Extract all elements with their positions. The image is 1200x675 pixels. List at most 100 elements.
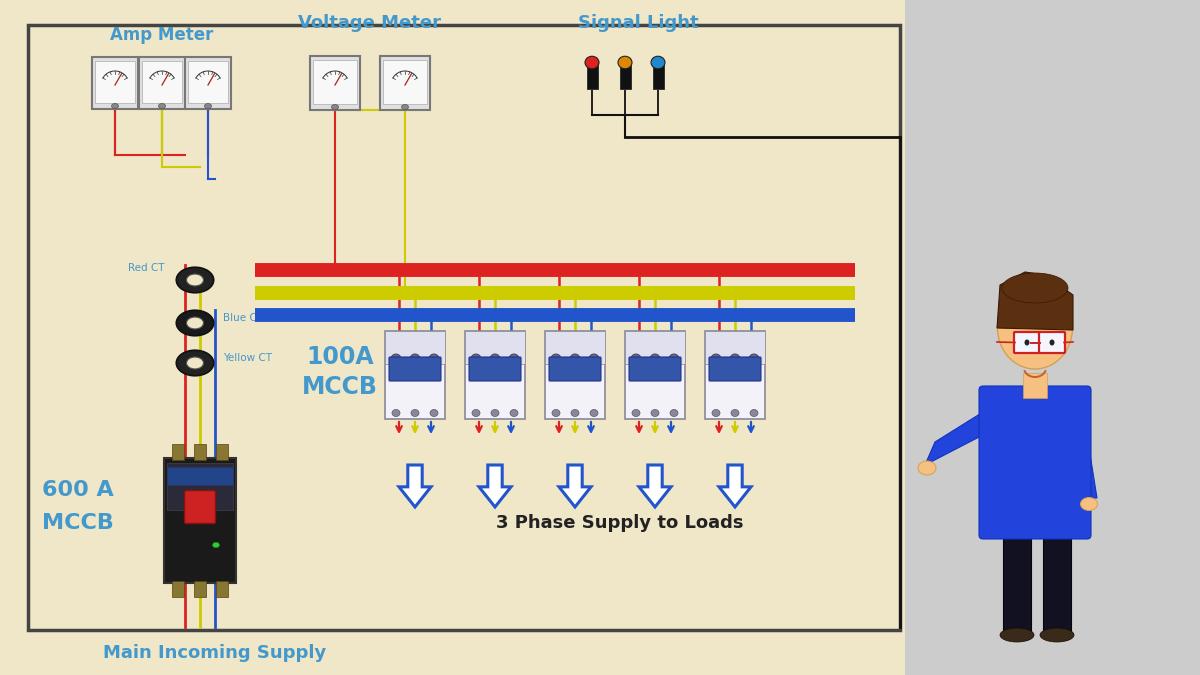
FancyBboxPatch shape bbox=[194, 443, 206, 460]
FancyBboxPatch shape bbox=[1039, 332, 1066, 353]
FancyBboxPatch shape bbox=[167, 467, 233, 485]
FancyBboxPatch shape bbox=[380, 56, 430, 110]
Ellipse shape bbox=[1040, 628, 1074, 642]
FancyBboxPatch shape bbox=[164, 458, 236, 583]
FancyBboxPatch shape bbox=[466, 331, 526, 364]
FancyBboxPatch shape bbox=[625, 331, 685, 364]
Ellipse shape bbox=[1000, 628, 1034, 642]
Bar bbox=[905, 0, 1200, 675]
Ellipse shape bbox=[650, 354, 660, 364]
Ellipse shape bbox=[410, 354, 420, 364]
Polygon shape bbox=[997, 272, 1073, 330]
Ellipse shape bbox=[710, 354, 721, 364]
Ellipse shape bbox=[650, 56, 665, 69]
FancyBboxPatch shape bbox=[310, 56, 360, 110]
FancyBboxPatch shape bbox=[139, 57, 185, 109]
Text: 100A: 100A bbox=[306, 345, 374, 369]
FancyBboxPatch shape bbox=[385, 331, 445, 419]
Text: 600 A: 600 A bbox=[42, 480, 114, 500]
Text: Signal Light: Signal Light bbox=[577, 14, 698, 32]
Ellipse shape bbox=[618, 56, 632, 69]
Text: Amp Meter: Amp Meter bbox=[110, 26, 214, 44]
Ellipse shape bbox=[176, 310, 214, 335]
FancyBboxPatch shape bbox=[979, 386, 1091, 539]
Ellipse shape bbox=[509, 354, 520, 364]
Ellipse shape bbox=[470, 354, 481, 364]
FancyBboxPatch shape bbox=[216, 580, 228, 597]
FancyBboxPatch shape bbox=[587, 61, 598, 89]
Polygon shape bbox=[719, 465, 751, 507]
Ellipse shape bbox=[552, 410, 560, 416]
Polygon shape bbox=[640, 465, 671, 507]
Ellipse shape bbox=[1025, 340, 1030, 346]
FancyBboxPatch shape bbox=[1043, 535, 1072, 635]
Ellipse shape bbox=[186, 274, 204, 286]
Ellipse shape bbox=[176, 350, 214, 376]
Ellipse shape bbox=[631, 354, 641, 364]
FancyBboxPatch shape bbox=[469, 357, 521, 381]
FancyBboxPatch shape bbox=[625, 331, 685, 419]
Ellipse shape bbox=[392, 410, 400, 416]
Ellipse shape bbox=[650, 410, 659, 416]
Text: Main Incoming Supply: Main Incoming Supply bbox=[103, 644, 326, 662]
Ellipse shape bbox=[112, 103, 119, 109]
FancyBboxPatch shape bbox=[653, 61, 664, 89]
Ellipse shape bbox=[391, 354, 401, 364]
Polygon shape bbox=[559, 465, 592, 507]
FancyBboxPatch shape bbox=[1003, 535, 1031, 635]
Ellipse shape bbox=[204, 103, 211, 109]
FancyBboxPatch shape bbox=[466, 331, 526, 419]
Text: 3 Phase Supply to Loads: 3 Phase Supply to Loads bbox=[497, 514, 744, 532]
Ellipse shape bbox=[490, 354, 500, 364]
Ellipse shape bbox=[750, 410, 758, 416]
FancyBboxPatch shape bbox=[185, 491, 216, 524]
Ellipse shape bbox=[589, 354, 599, 364]
Ellipse shape bbox=[586, 56, 599, 69]
FancyBboxPatch shape bbox=[545, 331, 605, 364]
Ellipse shape bbox=[212, 542, 220, 547]
FancyBboxPatch shape bbox=[185, 57, 230, 109]
Text: MCCB: MCCB bbox=[42, 513, 114, 533]
FancyBboxPatch shape bbox=[545, 331, 605, 419]
Ellipse shape bbox=[632, 410, 640, 416]
Text: MCCB: MCCB bbox=[302, 375, 378, 399]
FancyBboxPatch shape bbox=[313, 60, 358, 104]
FancyBboxPatch shape bbox=[389, 357, 442, 381]
FancyBboxPatch shape bbox=[1014, 332, 1040, 353]
Ellipse shape bbox=[1080, 497, 1098, 510]
FancyBboxPatch shape bbox=[142, 61, 182, 103]
Text: Red CT: Red CT bbox=[128, 263, 166, 273]
Ellipse shape bbox=[670, 354, 679, 364]
Ellipse shape bbox=[551, 354, 562, 364]
Ellipse shape bbox=[570, 354, 580, 364]
FancyBboxPatch shape bbox=[92, 57, 138, 109]
FancyBboxPatch shape bbox=[385, 331, 445, 364]
Ellipse shape bbox=[1050, 340, 1055, 346]
Ellipse shape bbox=[402, 105, 408, 109]
FancyBboxPatch shape bbox=[550, 357, 601, 381]
FancyBboxPatch shape bbox=[1022, 373, 1046, 398]
Polygon shape bbox=[479, 465, 511, 507]
Ellipse shape bbox=[430, 354, 439, 364]
FancyBboxPatch shape bbox=[706, 331, 766, 364]
Text: Voltage Meter: Voltage Meter bbox=[299, 14, 442, 32]
FancyBboxPatch shape bbox=[188, 61, 228, 103]
Ellipse shape bbox=[918, 461, 936, 475]
FancyBboxPatch shape bbox=[706, 331, 766, 419]
Ellipse shape bbox=[186, 357, 204, 369]
FancyBboxPatch shape bbox=[172, 443, 184, 460]
Ellipse shape bbox=[571, 410, 580, 416]
Ellipse shape bbox=[712, 410, 720, 416]
Ellipse shape bbox=[510, 410, 518, 416]
Ellipse shape bbox=[472, 410, 480, 416]
Ellipse shape bbox=[590, 410, 598, 416]
Ellipse shape bbox=[1002, 273, 1068, 303]
FancyBboxPatch shape bbox=[194, 580, 206, 597]
FancyBboxPatch shape bbox=[216, 443, 228, 460]
Ellipse shape bbox=[158, 103, 166, 109]
Ellipse shape bbox=[176, 267, 214, 293]
Ellipse shape bbox=[331, 105, 338, 109]
FancyBboxPatch shape bbox=[28, 25, 900, 630]
Ellipse shape bbox=[491, 410, 499, 416]
FancyBboxPatch shape bbox=[383, 60, 427, 104]
